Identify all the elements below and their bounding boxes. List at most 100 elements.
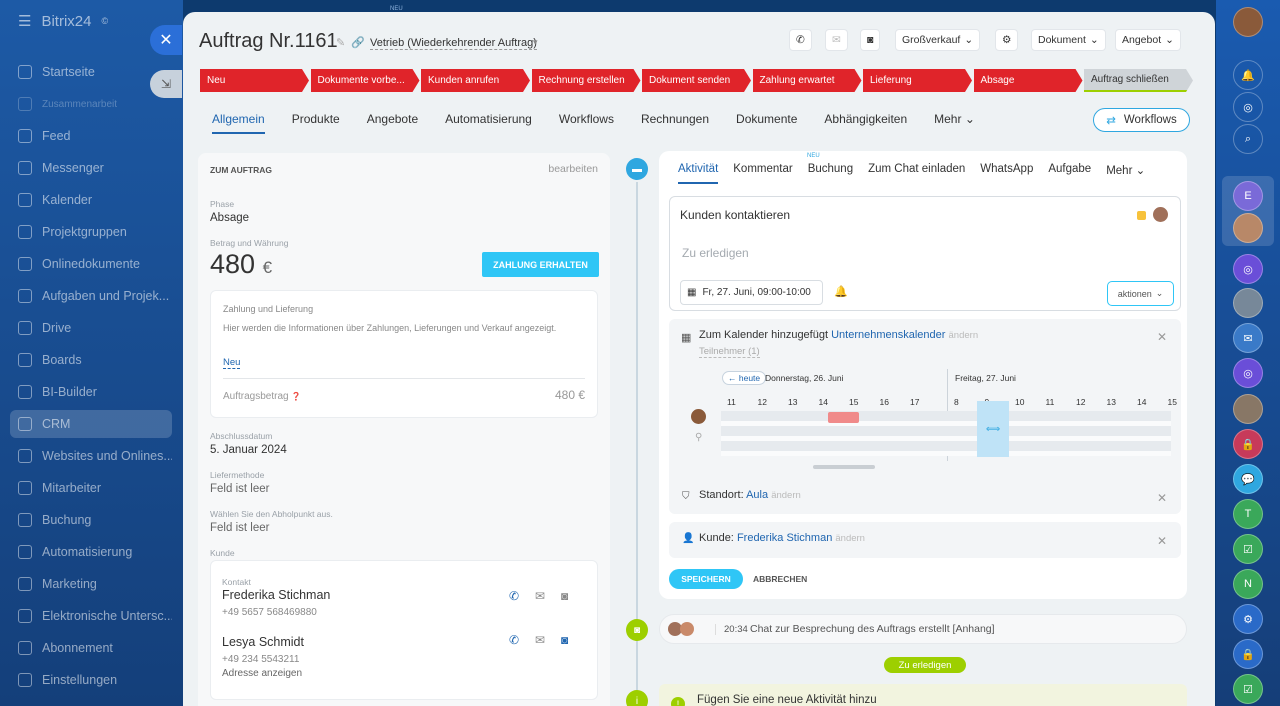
activity-tab-kommentar[interactable]: Kommentar — [733, 163, 793, 175]
client-link[interactable]: Frederika Stichman — [736, 532, 833, 544]
chat-button[interactable]: ◙ — [860, 29, 881, 51]
phone-icon[interactable]: ✆ — [509, 633, 520, 647]
activity-tab-zum-chat-einladen[interactable]: Zum Chat einladen — [868, 163, 966, 175]
chat-avatar[interactable]: 🔒 — [1233, 429, 1263, 459]
phone-button[interactable]: ✆ — [789, 29, 812, 51]
close-icon[interactable]: ✕ — [1156, 330, 1167, 344]
change-link[interactable]: ändern — [771, 490, 801, 501]
stage-5[interactable]: Dokument senden — [642, 69, 751, 92]
today-button[interactable]: ← heute — [722, 371, 767, 385]
sidebar-item-buchung[interactable]: Buchung — [10, 506, 172, 534]
workflows-button[interactable]: ⇄ Workflows — [1093, 108, 1190, 132]
date-picker[interactable]: ▦ Fr, 27. Juni, 09:00-10:00 — [680, 280, 823, 305]
tab-produkte[interactable]: Produkte — [291, 112, 340, 126]
calendar-link[interactable]: Unternehmenskalender — [831, 329, 946, 341]
chat-avatar[interactable]: ◎ — [1233, 254, 1263, 284]
sidebar-item-feed[interactable]: Feed — [10, 122, 172, 150]
stage-6[interactable]: Zahlung erwartet — [753, 69, 862, 92]
activity-tab-aufgabe[interactable]: Aufgabe — [1048, 163, 1092, 175]
logo[interactable]: ☰ Bitrix24 © — [18, 12, 108, 31]
show-address-link[interactable]: Adresse anzeigen — [222, 668, 303, 679]
close-slider-button[interactable]: ✕ — [150, 25, 182, 55]
sidebar-item-kalender[interactable]: Kalender — [10, 186, 172, 214]
sidebar-item-abonnement[interactable]: Abonnement — [10, 634, 172, 662]
settings-button[interactable]: ⚙ — [995, 29, 1019, 51]
activity-tab-whatsapp[interactable]: WhatsApp — [980, 163, 1034, 175]
stage-8[interactable]: Absage — [974, 69, 1083, 92]
tab-rechnungen[interactable]: Rechnungen — [640, 112, 710, 126]
sidebar-item-boards[interactable]: Boards — [10, 346, 172, 374]
stage-4[interactable]: Rechnung erstellen — [532, 69, 641, 92]
sidebar-item-projektgruppen[interactable]: Projektgruppen — [10, 218, 172, 246]
chat-avatar[interactable]: T — [1233, 499, 1263, 529]
edit-icon[interactable]: ✎ — [336, 37, 346, 49]
chat-icon[interactable]: ◙ — [561, 589, 569, 603]
document-button[interactable]: Dokument ⌄ — [1031, 29, 1106, 51]
sidebar-item-elektronische-untersc[interactable]: Elektronische Untersc... — [10, 602, 172, 630]
sidebar-item-websites-und-onlines[interactable]: Websites und Onlines... — [10, 442, 172, 470]
chat-avatar[interactable]: E — [1233, 181, 1263, 211]
sidebar-item-zusammenarbeit[interactable]: Zusammenarbeit — [10, 90, 172, 118]
link-icon[interactable]: 🔗 — [351, 37, 365, 49]
tab-abhängigkeiten[interactable]: Abhängigkeiten — [824, 112, 908, 126]
offer-button[interactable]: Angebot ⌄ — [1115, 29, 1181, 51]
chat-avatar[interactable] — [1233, 213, 1263, 243]
chat-avatar[interactable]: 🔒 — [1233, 639, 1263, 669]
bell-icon[interactable]: 🔔 — [834, 286, 848, 298]
color-marker[interactable] — [1137, 211, 1146, 220]
payment-received-button[interactable]: ZAHLUNG ERHALTEN — [482, 252, 599, 277]
chat-avatar[interactable] — [1233, 394, 1263, 424]
participant-avatar[interactable] — [691, 409, 706, 424]
mail-button[interactable]: ✉ — [825, 29, 848, 51]
edit-link[interactable]: bearbeiten — [548, 163, 598, 175]
sidebar-item-drive[interactable]: Drive — [10, 314, 172, 342]
stage-2[interactable]: Dokumente vorbe... — [311, 69, 420, 92]
chevron-down-icon[interactable]: ▾ — [533, 37, 538, 47]
activity-title-input[interactable]: Kunden kontaktieren — [680, 208, 791, 222]
chat-avatar[interactable]: ☑ — [1233, 534, 1263, 564]
stage-1[interactable]: Neu — [200, 69, 309, 92]
scrollbar[interactable] — [813, 465, 875, 469]
stage-3[interactable]: Kunden anrufen — [421, 69, 530, 92]
search-icon[interactable]: ⌕ — [1233, 124, 1263, 154]
change-link[interactable]: ändern — [835, 533, 865, 544]
change-link[interactable]: ändern — [948, 330, 979, 341]
close-icon[interactable]: ✕ — [1156, 534, 1167, 548]
sidebar-item-onlinedokumente[interactable]: Onlinedokumente — [10, 250, 172, 278]
user-avatar[interactable] — [1233, 7, 1263, 37]
sidebar-item-bi-builder[interactable]: BI-Builder — [10, 378, 172, 406]
tab-allgemein[interactable]: Allgemein — [212, 112, 265, 134]
sidebar-item-messenger[interactable]: Messenger — [10, 154, 172, 182]
activity-icon[interactable]: ◎ — [1233, 92, 1263, 122]
location-link[interactable]: Aula — [746, 489, 769, 501]
help-icon[interactable]: ❓ — [291, 392, 302, 401]
activity-tab-mehr[interactable]: Mehr ⌄ — [1106, 165, 1146, 177]
wholesale-select[interactable]: Großverkauf ⌄ — [895, 29, 981, 51]
minimize-slider-button[interactable]: ⇲ — [150, 70, 182, 98]
sidebar-item-automatisierung[interactable]: Automatisierung — [10, 538, 172, 566]
tab-automatisierung[interactable]: Automatisierung — [445, 112, 532, 126]
contact-phone[interactable]: +49 234 5543211 — [222, 654, 300, 665]
sidebar-item-marketing[interactable]: Marketing — [10, 570, 172, 598]
tab-workflows[interactable]: Workflows — [558, 112, 614, 126]
mail-icon[interactable]: ✉ — [535, 589, 546, 603]
contact-name[interactable]: Frederika Stichman — [222, 588, 331, 602]
chat-avatar[interactable]: N — [1233, 569, 1263, 599]
mail-icon[interactable]: ✉ — [535, 633, 546, 647]
sidebar-item-crm[interactable]: CRM — [10, 410, 172, 438]
selected-slot[interactable]: ⟺ — [977, 401, 1009, 457]
notifications-icon[interactable]: 🔔 — [1233, 60, 1263, 90]
phone-icon[interactable]: ✆ — [509, 589, 520, 603]
activity-tab-aktivität[interactable]: Aktivität — [678, 163, 719, 184]
sidebar-item-einstellungen[interactable]: Einstellungen — [10, 666, 172, 694]
chat-avatar[interactable] — [1233, 288, 1263, 318]
pipeline-select[interactable]: Vetrieb (Wiederkehrender Auftrag) — [370, 37, 537, 50]
tab-mehr[interactable]: Mehr ⌄ — [934, 112, 975, 126]
tab-dokumente[interactable]: Dokumente — [736, 112, 798, 126]
sidebar-item-mitarbeiter[interactable]: Mitarbeiter — [10, 474, 172, 502]
cancel-button[interactable]: ABBRECHEN — [753, 574, 808, 584]
contact-phone[interactable]: +49 5657 568469880 — [222, 607, 317, 618]
activity-tab-buchung[interactable]: Buchung — [807, 163, 854, 175]
responsible-avatar[interactable] — [1153, 207, 1168, 222]
close-icon[interactable]: ✕ — [1156, 491, 1167, 505]
